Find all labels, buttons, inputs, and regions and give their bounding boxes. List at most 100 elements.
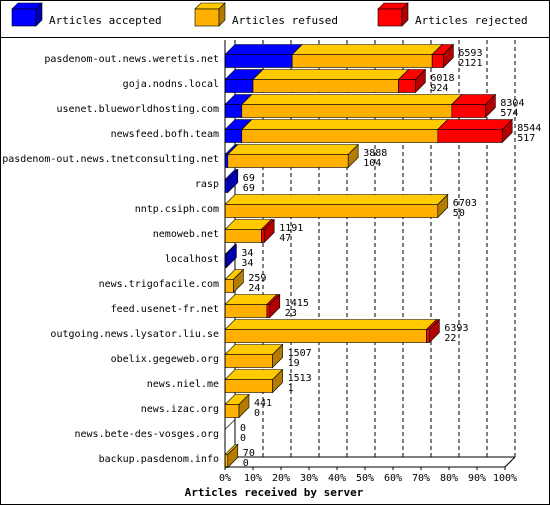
value-label: 69 <box>243 173 255 184</box>
value-label: 34 <box>241 258 253 269</box>
bar-segment-top <box>437 119 513 130</box>
value-label: 24 <box>248 283 260 294</box>
value-label: 1513 <box>288 373 312 384</box>
bar-segment-front <box>224 329 427 343</box>
bar-segment <box>397 68 427 94</box>
value-label: 22 <box>444 333 456 344</box>
bar-segment-front <box>241 104 453 118</box>
bar-segment <box>425 318 441 344</box>
value-label: 8304 <box>500 98 524 109</box>
bar-segment <box>252 68 410 94</box>
value-label: 8544 <box>517 123 541 134</box>
legend-item <box>377 2 409 27</box>
bar-segment-side <box>269 293 281 319</box>
value-label: 574 <box>500 108 518 119</box>
x-tick-label: 0% <box>219 473 231 484</box>
value-label: 517 <box>517 133 535 144</box>
value-label: 70 <box>243 448 255 459</box>
bar-segment-top <box>241 94 463 105</box>
bar-segment-front <box>224 104 243 118</box>
bar-segment-side <box>501 118 513 144</box>
category-label: news.niel.me <box>147 379 219 390</box>
bar-segment-top <box>224 319 438 330</box>
value-label: 34 <box>241 248 253 259</box>
bar-segment-side <box>429 318 440 344</box>
bar-segment-front <box>224 379 273 393</box>
legend-swatch <box>377 8 403 27</box>
bar-segment-top <box>227 144 359 155</box>
bar-empty-marker <box>224 419 236 430</box>
legend-swatch-side <box>35 2 43 27</box>
bar-row <box>224 419 236 430</box>
value-label: 6393 <box>444 323 468 334</box>
legend-swatch <box>11 8 37 27</box>
bar-segment <box>241 118 449 144</box>
x-tick-label: 10% <box>244 473 262 484</box>
bar-segment-front <box>431 54 444 68</box>
x-tick-label: 20% <box>272 473 290 484</box>
value-label: 6703 <box>453 198 477 209</box>
category-label: obelix.gegeweb.org <box>111 354 219 365</box>
bar-segment-front <box>291 54 433 68</box>
x-tick-label: 40% <box>328 473 346 484</box>
bar-segment-side <box>233 268 244 294</box>
bar-segment-side <box>238 393 250 419</box>
bar-segment-side <box>443 43 454 69</box>
x-tick-label: 90% <box>468 473 486 484</box>
legend-swatch-side <box>401 2 409 27</box>
category-label: news.izac.org <box>141 404 219 415</box>
bar-segment-side <box>415 68 426 94</box>
value-label: 0 <box>254 408 260 419</box>
value-label: 0 <box>243 458 249 469</box>
x-tick-label: 70% <box>412 473 430 484</box>
x-tick-label: 50% <box>356 473 374 484</box>
legend-label: Articles rejected <box>415 14 528 27</box>
bar-segment-side <box>272 343 283 369</box>
category-label: newsfeed.bofh.team <box>111 129 219 140</box>
bar-segment <box>431 43 455 69</box>
value-label: 2121 <box>458 58 482 69</box>
bar-segment <box>224 193 449 219</box>
value-label: 924 <box>430 83 448 94</box>
legend-item <box>194 2 226 27</box>
value-label: 0 <box>240 433 246 444</box>
bar-segment-side <box>437 193 449 219</box>
x-tick-label: 100% <box>493 473 517 484</box>
bar-segment-side <box>227 168 239 194</box>
category-label: backup.pasdenom.info <box>99 454 219 465</box>
value-label: 23 <box>285 308 297 319</box>
bar-segment-front <box>266 304 271 318</box>
bar-segment <box>224 43 303 69</box>
value-label: 6593 <box>458 48 482 59</box>
bar-segment-front <box>241 129 439 143</box>
value-label: 1507 <box>288 348 312 359</box>
legend-label: Articles refused <box>232 14 338 27</box>
value-label: 19 <box>288 358 300 369</box>
bar-segment-top <box>224 44 303 55</box>
value-label: 1191 <box>279 223 303 234</box>
bar-segment-front <box>224 79 254 93</box>
value-label: 441 <box>254 398 272 409</box>
bar-segment <box>227 143 359 169</box>
category-label: news.trigofacile.com <box>99 279 219 290</box>
bar-segment-front <box>224 229 262 243</box>
category-label: pasdenom-out.news.tnetconsulting.net <box>2 154 219 165</box>
bar-segment-front <box>224 354 273 368</box>
bar-segment-front <box>451 104 486 118</box>
bar-segment-front <box>224 304 268 318</box>
value-label: 69 <box>243 183 255 194</box>
value-label: 0 <box>240 423 246 434</box>
value-label: 104 <box>363 158 381 169</box>
legend-swatch <box>194 8 220 27</box>
bar-segment <box>224 343 284 369</box>
value-label: 259 <box>248 273 266 284</box>
bar-segment-side <box>226 243 237 269</box>
x-axis-title: Articles received by server <box>185 486 364 499</box>
bar-segment-front <box>227 154 349 168</box>
bar-segment-front <box>224 279 234 293</box>
category-label: nntp.csiph.com <box>135 204 219 215</box>
bar-segment-side <box>485 93 496 119</box>
legend-label: Articles accepted <box>49 14 162 27</box>
bar-segment <box>224 368 284 394</box>
bar-segment-top <box>224 194 449 205</box>
